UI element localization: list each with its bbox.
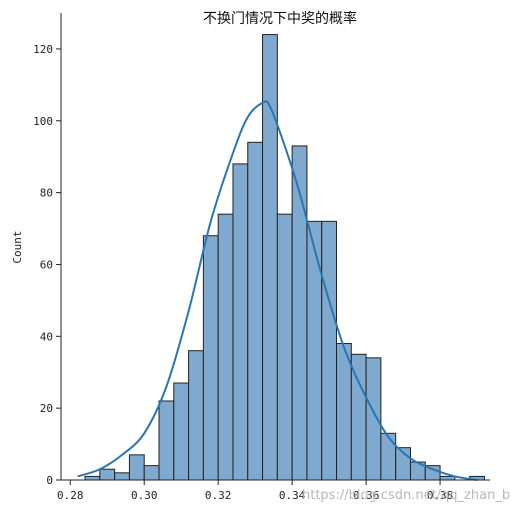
histogram-bar [336,342,352,481]
x-tick-label: 0.30 [131,489,158,502]
histogram-bar [350,353,367,481]
bars-layer [84,34,485,481]
histogram-bar [380,432,397,481]
histogram-bar [321,220,338,481]
histogram-bar [365,357,382,481]
histogram-bar [99,468,116,481]
histogram-bar [247,141,264,481]
histogram-bar [84,475,101,481]
y-tick-label: 80 [40,187,53,200]
x-tick-label: 0.34 [279,489,306,502]
watermark: https://blog.csdn.net/qq_zhan_bang [302,488,511,503]
histogram-bar [232,163,249,481]
y-tick-label: 120 [33,43,53,56]
x-tick-label: 0.28 [57,489,84,502]
histogram-bar [128,454,145,481]
histogram-bar [217,213,234,481]
histogram-bar [114,472,130,481]
y-ticks-layer: 0 20 40 60 80 100 120 [33,43,61,487]
chart-title: 不换门情况下中奖的概率 [203,10,357,27]
histogram-bar [143,465,160,481]
histogram-bar [306,220,323,481]
y-tick-label: 0 [46,474,53,487]
y-tick-label: 40 [40,330,53,343]
y-axis-label: Count [11,230,24,263]
histogram-bar [439,475,456,481]
histogram-bar [202,235,219,481]
y-tick-label: 60 [40,258,53,271]
histogram-bar [276,213,293,481]
x-tick-label: 0.32 [205,489,232,502]
y-tick-label: 100 [33,115,53,128]
y-tick-label: 20 [40,402,53,415]
x-tick-label: 0.38 [427,489,454,502]
histogram-bar [173,382,190,481]
x-tick-label: 0.36 [353,489,380,502]
x-ticks-layer: 0.28 0.30 0.32 0.34 0.36 0.38 [57,480,453,502]
kde-line [77,100,478,481]
histogram-bar [158,400,175,481]
histogram-bar [188,350,204,481]
